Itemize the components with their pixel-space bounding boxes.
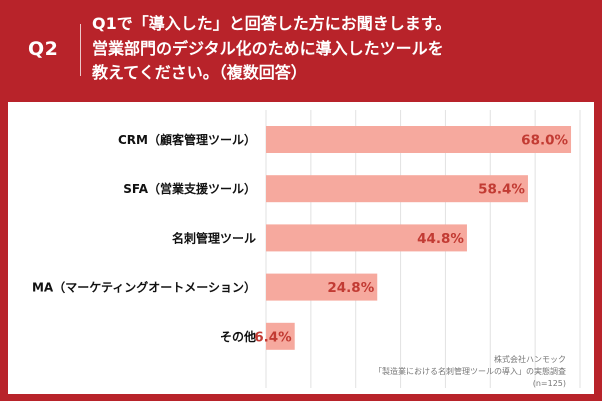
category-label: SFA（営業支援ツール） [123, 181, 256, 196]
source-company: 株式会社ハンモック [494, 355, 566, 364]
data-label: 6.4% [254, 329, 292, 345]
data-label: 24.8% [327, 280, 374, 296]
data-label: 68.0% [521, 133, 568, 149]
chart-panel: CRM（顧客管理ツール） 68.0% SFA（営業支援ツール） 58.4% 名刺管理ツー… [8, 102, 594, 394]
question-line-2: 営業部門のデジタル化のために導入したツールを [92, 38, 444, 58]
question-line-1: Q1で「導入した」と回答した方にお聞きします。 [92, 14, 452, 33]
source-survey: 「製造業における名刺管理ツールの導入」の実態調査 [374, 367, 566, 376]
category-label: MA（マーケティングオートメーション） [32, 280, 256, 295]
data-label: 58.4% [478, 182, 525, 198]
source-sample: (n=125) [532, 379, 566, 388]
question-header: Q2 Q1で「導入した」と回答した方にお聞きします。 営業部門のデジタル化のため… [0, 0, 602, 102]
bar [266, 175, 528, 203]
category-label: その他 [220, 329, 256, 344]
bar [266, 322, 295, 350]
bar [266, 126, 572, 153]
question-number: Q2 [28, 38, 59, 60]
question-text: Q1で「導入した」と回答した方にお聞きします。 営業部門のデジタル化のために導入… [92, 12, 592, 86]
category-label: CRM（顧客管理ツール） [118, 132, 256, 147]
category-label: 名刺管理ツール [172, 230, 256, 245]
source-note: 株式会社ハンモック 「製造業における名刺管理ツールの導入」の実態調査 (n=12… [374, 354, 566, 390]
bar-chart: CRM（顧客管理ツール） 68.0% SFA（営業支援ツール） 58.4% 名刺管理ツー… [32, 110, 581, 388]
data-label: 44.8% [417, 231, 464, 247]
bar [266, 273, 378, 301]
bar [266, 224, 467, 252]
question-line-3: 教えてください。（複数回答） [92, 63, 307, 82]
header-divider [80, 24, 81, 76]
